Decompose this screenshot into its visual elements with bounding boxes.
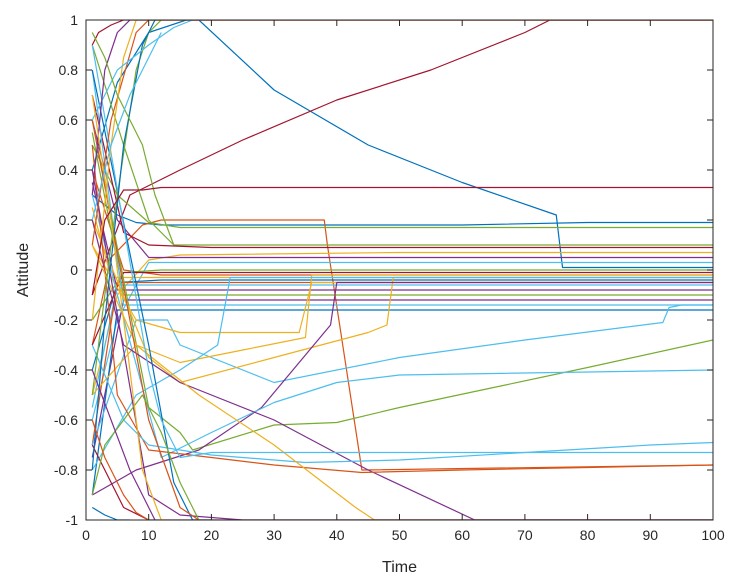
series-line-51	[91, 32, 175, 246]
x-tick-label: 90	[643, 527, 659, 543]
x-tick-label: 20	[204, 527, 220, 543]
x-tick-label: 10	[141, 527, 157, 543]
series-line-8	[91, 119, 713, 259]
y-tick-label: 0.6	[59, 112, 79, 128]
series-line-4	[91, 219, 713, 471]
series-line-39	[91, 44, 713, 459]
x-axis-label: Time	[382, 559, 417, 576]
series-line-35	[91, 169, 713, 520]
series-line-9	[91, 94, 713, 249]
series-line-20	[91, 132, 713, 296]
series-line-52	[91, 32, 162, 221]
series-line-29	[91, 276, 713, 471]
series-line-41	[91, 20, 713, 246]
series-line-15	[91, 284, 713, 408]
series-line-34	[91, 244, 713, 520]
series-line-42	[91, 20, 713, 321]
series-line-37	[91, 119, 200, 520]
x-tick-label: 80	[580, 527, 596, 543]
series-line-43	[91, 20, 156, 471]
y-tick-label: 0.4	[59, 162, 79, 178]
series-line-30	[91, 194, 713, 459]
series-line-28	[91, 281, 713, 496]
series-line-24	[91, 119, 713, 451]
series-line-44	[91, 20, 193, 121]
series-line-36	[91, 69, 212, 520]
series-line-26	[91, 219, 713, 384]
x-tick-label: 70	[517, 527, 533, 543]
series-line-46	[91, 20, 713, 46]
y-axis: -1 -0.8 -0.6 -0.4 -0.2 0 0.2 0.4 0.6 0.8 1	[54, 12, 713, 528]
series-line-32	[91, 144, 713, 474]
series-line-27	[91, 244, 713, 334]
x-tick-label: 60	[454, 527, 470, 543]
series-line-45	[91, 20, 131, 196]
series-line-17	[91, 271, 713, 346]
series-line-31	[91, 219, 713, 520]
series-lines	[91, 20, 713, 520]
series-line-38	[91, 444, 713, 520]
series-line-6	[91, 44, 713, 246]
y-tick-label: 0.8	[59, 62, 79, 78]
x-tick-label: 50	[392, 527, 408, 543]
y-tick-label: -1	[66, 512, 79, 528]
y-tick-label: -0.6	[54, 412, 78, 428]
y-tick-label: 0.2	[59, 212, 79, 228]
series-line-23	[91, 304, 713, 446]
x-tick-label: 0	[82, 527, 90, 543]
series-line-53	[91, 369, 156, 520]
series-line-49	[91, 94, 162, 520]
y-axis-label: Attitude	[15, 243, 32, 297]
series-line-10	[91, 261, 713, 421]
series-line-50	[91, 506, 130, 520]
y-tick-label: -0.4	[54, 362, 78, 378]
x-axis: 0 10 20 30 40 50 60 70 80 90 100	[82, 20, 725, 543]
x-tick-label: 30	[266, 527, 282, 543]
series-line-16	[91, 182, 713, 291]
series-line-47	[91, 394, 200, 520]
series-line-54	[91, 186, 713, 296]
series-line-33	[91, 344, 713, 464]
y-tick-label: -0.8	[54, 462, 78, 478]
series-line-48	[91, 419, 150, 520]
y-tick-label: -0.2	[54, 312, 78, 328]
series-line-40	[91, 20, 162, 396]
series-line-22	[91, 69, 713, 306]
x-tick-label: 40	[329, 527, 345, 543]
series-line-1	[91, 20, 713, 269]
x-tick-label: 100	[701, 527, 725, 543]
y-tick-label: 0	[70, 262, 78, 278]
y-tick-label: 1	[70, 12, 78, 28]
